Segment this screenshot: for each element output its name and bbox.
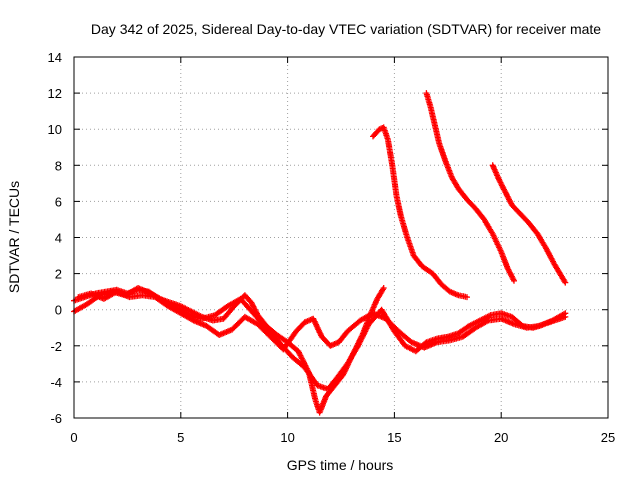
y-tick-label: 2 bbox=[55, 267, 62, 282]
y-axis-label: SDTVAR / TECUs bbox=[6, 181, 22, 293]
x-tick-label: 25 bbox=[601, 430, 615, 445]
y-tick-label: 0 bbox=[55, 303, 62, 318]
x-tick-label: 15 bbox=[387, 430, 401, 445]
x-tick-label: 5 bbox=[177, 430, 184, 445]
y-tick-label: -2 bbox=[50, 339, 62, 354]
y-tick-label: -4 bbox=[50, 375, 62, 390]
data-point-marker bbox=[380, 285, 387, 291]
x-tick-label: 0 bbox=[70, 430, 77, 445]
y-tick-label: 6 bbox=[55, 194, 62, 209]
y-tick-label: 8 bbox=[55, 158, 62, 173]
plot-frame bbox=[73, 56, 609, 419]
y-tick-label: 14 bbox=[48, 50, 62, 65]
y-tick-label: -6 bbox=[50, 411, 62, 426]
y-tick-label: 4 bbox=[55, 231, 62, 246]
x-axis-label: GPS time / hours bbox=[287, 457, 394, 473]
data-point-marker bbox=[511, 277, 517, 284]
x-tick-label: 20 bbox=[494, 430, 508, 445]
series-track-c bbox=[75, 288, 569, 353]
y-tick-label: 10 bbox=[48, 122, 62, 137]
data-point-marker bbox=[562, 279, 569, 286]
series-track-b bbox=[71, 285, 569, 393]
chart-title: Day 342 of 2025, Sidereal Day-to-day VTE… bbox=[91, 21, 601, 37]
tick-layer: 0 5 10 15 20 25 -6 -4 -2 0 2 4 6 8 10 12 14 bbox=[48, 50, 616, 445]
y-tick-label: 12 bbox=[48, 86, 62, 101]
data-layer bbox=[71, 90, 569, 416]
series-track-f bbox=[489, 162, 569, 286]
data-point-marker bbox=[562, 310, 569, 317]
grid-layer bbox=[74, 57, 608, 418]
data-point-marker bbox=[464, 294, 470, 301]
x-tick-label: 10 bbox=[280, 430, 294, 445]
series-track-e bbox=[423, 90, 517, 284]
series-track-d bbox=[370, 124, 470, 301]
